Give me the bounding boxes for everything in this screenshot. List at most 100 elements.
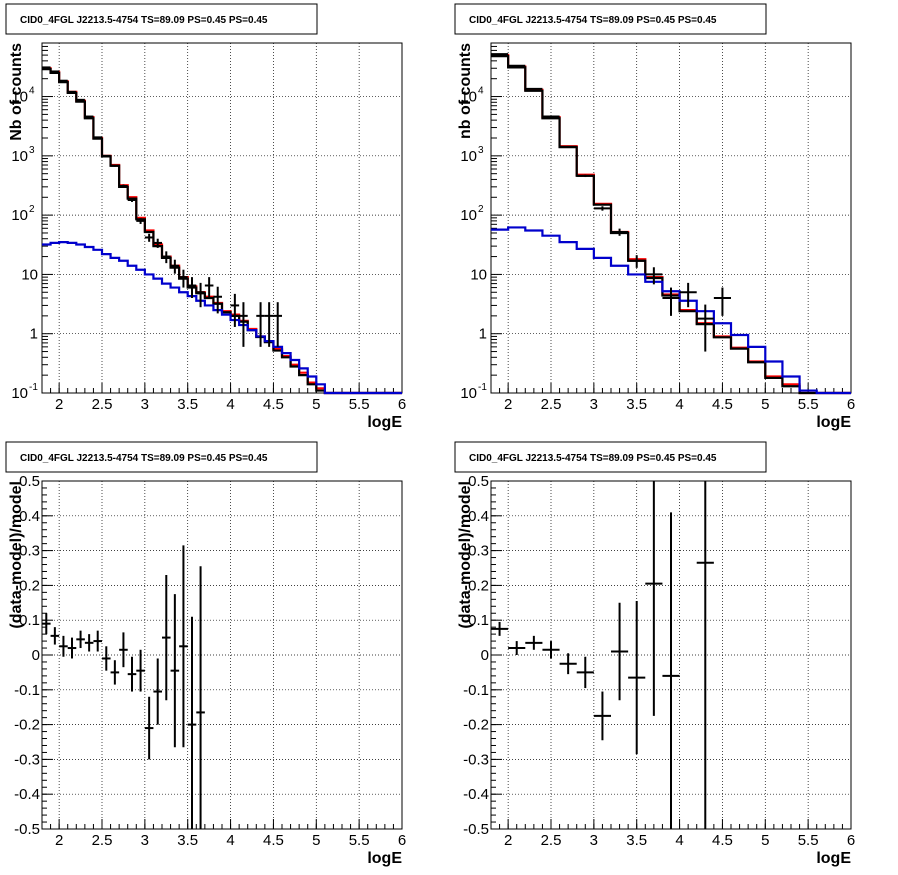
x-tick-label: 3 — [590, 396, 598, 413]
x-tick-label: 5.5 — [349, 396, 370, 413]
x-tick-label: 5.5 — [349, 832, 370, 849]
y-tick-label: 0.5 — [468, 473, 489, 490]
x-tick-label: 2.5 — [541, 832, 562, 849]
y-tick-label: 0.2 — [19, 577, 40, 594]
x-tick-label: 3.5 — [626, 832, 647, 849]
data-point — [645, 267, 663, 285]
x-tick-label: 3.5 — [626, 396, 647, 413]
y-tick-exponent: 4 — [29, 86, 35, 97]
x-tick-label: 5 — [312, 396, 320, 413]
y-tick-label: -0.1 — [463, 682, 489, 699]
data-point — [144, 233, 154, 242]
chart-panel-4: 2 2.5 3 3.5 4 4.5 5 5.5 6 -0.5 -0.4 -0.3 -0.2 -0.1 0 0.… — [454, 441, 855, 867]
y-tick-exponent: -1 — [29, 382, 38, 393]
data-point — [187, 277, 197, 299]
y-tick-label: 10 — [460, 89, 477, 106]
series-blue-step-line — [491, 226, 851, 395]
data-point — [153, 658, 162, 725]
x-tick-label: 5.5 — [798, 396, 819, 413]
x-tick-label: 4.5 — [263, 832, 284, 849]
x-tick-label: 4.5 — [263, 396, 284, 413]
x-tick-label: 5 — [312, 832, 320, 849]
x-tick-label: 6 — [398, 396, 406, 413]
y-axis-label: (data-model)/model — [457, 481, 474, 629]
data-point — [213, 286, 222, 314]
y-tick-label: -0.3 — [463, 751, 489, 768]
y-tick-label: -0.4 — [463, 786, 489, 803]
y-tick-exponent: 3 — [478, 145, 484, 156]
data-point — [508, 641, 526, 655]
data-point — [611, 228, 629, 236]
x-tick-label: 2 — [55, 396, 63, 413]
y-tick-label: 10 — [11, 385, 28, 402]
x-axis-label: logE — [367, 850, 402, 867]
data-point — [179, 269, 188, 288]
x-tick-label: 4 — [226, 832, 234, 849]
y-axis-label: (data-model)/model — [8, 481, 25, 629]
x-tick-label: 6 — [847, 396, 855, 413]
x-tick-label: 2.5 — [541, 396, 562, 413]
y-axis-label: Nb of counts — [8, 43, 25, 141]
x-axis-label: logE — [816, 414, 851, 431]
y-tick-label: -0.3 — [14, 751, 40, 768]
plot-frame — [490, 42, 852, 394]
y-tick-label: 0.5 — [19, 473, 40, 490]
y-tick-exponent: 2 — [29, 204, 35, 215]
data-point — [628, 601, 646, 755]
data-point — [50, 627, 60, 645]
y-tick-label: 0.2 — [468, 577, 489, 594]
x-axis-label: logE — [816, 850, 851, 867]
y-tick-label: -0.2 — [14, 717, 40, 734]
data-point — [230, 293, 240, 327]
data-point — [196, 566, 205, 829]
data-point — [76, 98, 85, 101]
y-tick-exponent: 3 — [29, 145, 35, 156]
x-tick-label: 5 — [761, 832, 769, 849]
data-point — [196, 282, 205, 308]
data-point — [76, 630, 85, 649]
data-point — [696, 304, 714, 352]
data-point — [491, 621, 509, 636]
y-tick-label: 10 — [11, 207, 28, 224]
data-point — [179, 545, 188, 748]
data-point — [628, 255, 646, 268]
y-tick-label: 0.1 — [19, 612, 40, 629]
data-point — [662, 512, 680, 829]
data-point — [593, 206, 611, 211]
x-tick-label: 2.5 — [92, 832, 113, 849]
data-point — [559, 145, 577, 148]
title-box — [454, 441, 767, 473]
y-tick-exponent: 2 — [478, 204, 484, 215]
y-tick-exponent: 4 — [478, 86, 484, 97]
x-tick-label: 4.5 — [712, 396, 733, 413]
x-tick-label: 4 — [675, 396, 683, 413]
data-point — [679, 282, 697, 308]
series-black-step-line — [42, 68, 402, 395]
title-box — [5, 3, 318, 35]
data-point — [611, 602, 629, 701]
y-axis-label: nb of counts — [457, 43, 474, 139]
x-tick-label: 3 — [141, 396, 149, 413]
data-point — [576, 656, 594, 689]
data-point — [542, 115, 560, 118]
x-tick-label: 2 — [55, 832, 63, 849]
y-tick-label: 1 — [30, 326, 38, 343]
data-point — [102, 646, 111, 671]
data-point — [576, 174, 594, 178]
chart-title: CID0_4FGL J2213.5-4754 TS=89.09 PS=0.45 … — [20, 453, 268, 464]
title-box — [5, 441, 318, 473]
chart-title: CID0_4FGL J2213.5-4754 TS=89.09 PS=0.45 … — [20, 15, 268, 26]
data-point — [110, 164, 120, 167]
x-tick-label: 3 — [141, 832, 149, 849]
y-tick-label: 10 — [470, 266, 487, 283]
data-point — [127, 198, 137, 202]
data-point — [127, 656, 137, 692]
data-point — [136, 218, 145, 224]
data-point — [273, 302, 282, 347]
plot-frame — [41, 42, 403, 394]
x-tick-label: 3.5 — [177, 396, 198, 413]
data-point — [696, 481, 714, 829]
y-tick-label: 10 — [460, 148, 477, 165]
